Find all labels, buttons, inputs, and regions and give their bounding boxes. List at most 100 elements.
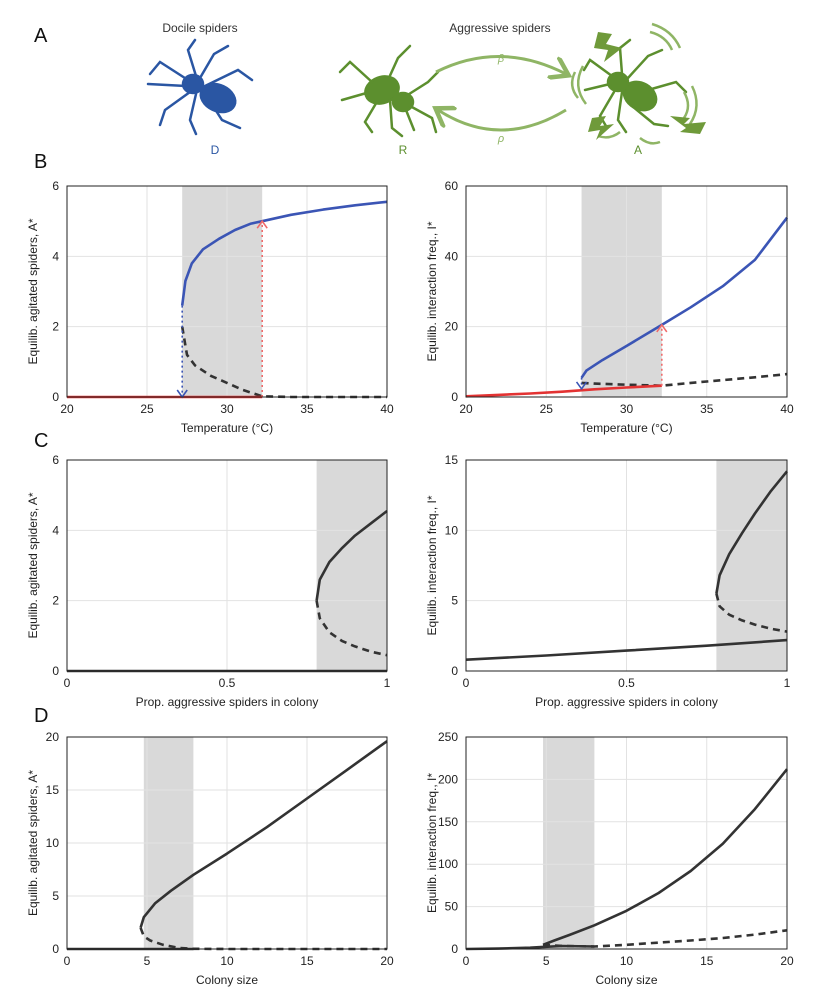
y-tick-label: 0 [451, 664, 458, 678]
panel-label-d: D [34, 705, 48, 727]
series-stable-high [315, 509, 388, 601]
plot-frame [465, 459, 788, 672]
bistable-region [543, 737, 595, 949]
label-agitated-a: A [634, 143, 642, 157]
aggressive-spiders-title: Aggressive spiders [449, 21, 550, 35]
arrowhead-icon [656, 323, 668, 333]
docile-spiders-title: Docile spiders [162, 21, 237, 35]
label-docile-d: D [211, 143, 220, 157]
x-tick-label: 5 [144, 954, 151, 968]
x-tick-label: 0 [463, 676, 470, 690]
plot-frame [465, 185, 788, 398]
beta-arrow [435, 55, 566, 74]
bistable-region [581, 186, 662, 397]
bistable-region [716, 460, 787, 671]
lightning-icon [588, 32, 706, 140]
x-tick-label: 10 [220, 954, 234, 968]
x-tick-label: 0.5 [618, 676, 635, 690]
y-tick-label: 5 [52, 889, 59, 903]
x-axis-label: Temperature (°C) [580, 421, 672, 435]
x-tick-label: 35 [700, 402, 714, 416]
y-tick-label: 20 [445, 320, 459, 334]
beta-label: β [497, 53, 505, 65]
docile-spider-icon [146, 38, 254, 136]
y-axis-label: Equilib. interaction freq., I* [425, 773, 439, 913]
x-tick-label: 25 [140, 402, 154, 416]
chart-d-left: 0 5 10 15 20 0 5 10 15 20 Colony size Equilib. agit… [26, 730, 394, 987]
y-tick-label: 0 [451, 942, 458, 956]
y-tick-label: 40 [445, 249, 459, 263]
x-tick-label: 25 [540, 402, 554, 416]
series-stable-high [715, 470, 789, 594]
plot-frame [66, 736, 388, 950]
x-tick-label: 0 [64, 954, 71, 968]
y-tick-label: 0 [451, 390, 458, 404]
y-axis-label: Equilib. agitated spiders, A* [26, 770, 40, 916]
x-tick-label: 20 [780, 954, 794, 968]
y-tick-label: 5 [451, 594, 458, 608]
arrowhead-icon [575, 381, 588, 391]
agitation-motion-icon [570, 22, 698, 145]
x-tick-label: 40 [780, 402, 794, 416]
panel-label-a: A [34, 25, 48, 47]
x-tick-label: 1 [784, 676, 791, 690]
y-tick-label: 15 [445, 453, 459, 467]
chart-c-left: 0 0.5 1 0 2 4 6 Prop. aggressive spiders in col… [26, 453, 391, 709]
y-tick-label: 4 [52, 249, 59, 263]
y-tick-label: 20 [46, 730, 60, 744]
y-tick-label: 60 [445, 179, 459, 193]
x-tick-label: 20 [60, 402, 74, 416]
x-tick-label: 15 [700, 954, 714, 968]
resting-spider-icon [338, 44, 440, 138]
x-tick-label: 10 [620, 954, 634, 968]
label-resting-r: R [399, 143, 408, 157]
x-tick-label: 1 [384, 676, 391, 690]
x-tick-label: 30 [620, 402, 634, 416]
bistable-region [182, 186, 263, 397]
y-axis-label: Equilib. interaction freq., I* [425, 495, 439, 635]
y-tick-label: 2 [52, 320, 59, 334]
y-tick-label: 150 [438, 815, 458, 829]
y-tick-label: 6 [52, 179, 59, 193]
y-tick-label: 15 [46, 783, 60, 797]
arrowhead-icon [256, 219, 268, 229]
plot-frame [66, 459, 388, 672]
x-axis-label: Colony size [595, 973, 657, 987]
agitated-spider-icon [582, 38, 688, 134]
x-tick-label: 0.5 [219, 676, 236, 690]
y-tick-label: 10 [445, 523, 459, 537]
x-tick-label: 40 [380, 402, 394, 416]
x-tick-label: 20 [380, 954, 394, 968]
y-tick-label: 200 [438, 772, 458, 786]
series-stable-low [465, 638, 788, 661]
y-axis-label: Equilib. interaction freq., I* [425, 221, 439, 361]
y-tick-label: 100 [438, 857, 458, 871]
series-stable-low [465, 384, 662, 398]
rho-label: ρ [497, 133, 504, 145]
x-axis-label: Colony size [196, 973, 258, 987]
x-axis-label: Prop. aggressive spiders in colony [535, 695, 718, 709]
series-stable-high [542, 768, 789, 947]
chart-b-left: 20 25 30 35 40 0 2 4 6 Temperature (°C) Equilib. a… [26, 179, 394, 435]
x-tick-label: 5 [543, 954, 550, 968]
rho-arrow [438, 110, 567, 132]
panel-label-b: B [34, 151, 47, 173]
y-tick-label: 4 [52, 523, 59, 537]
plot-frame [465, 736, 788, 950]
y-axis-label: Equilib. agitated spiders, A* [26, 492, 40, 638]
y-tick-label: 50 [445, 900, 459, 914]
y-tick-label: 0 [52, 390, 59, 404]
y-axis-label: Equilib. agitated spiders, A* [26, 218, 40, 364]
series-unstable [581, 372, 788, 387]
series-stable-high [180, 200, 388, 306]
x-tick-label: 15 [300, 954, 314, 968]
y-tick-label: 250 [438, 730, 458, 744]
x-tick-label: 35 [300, 402, 314, 416]
series-unstable [715, 593, 788, 633]
x-axis-label: Temperature (°C) [181, 421, 273, 435]
y-tick-label: 6 [52, 453, 59, 467]
